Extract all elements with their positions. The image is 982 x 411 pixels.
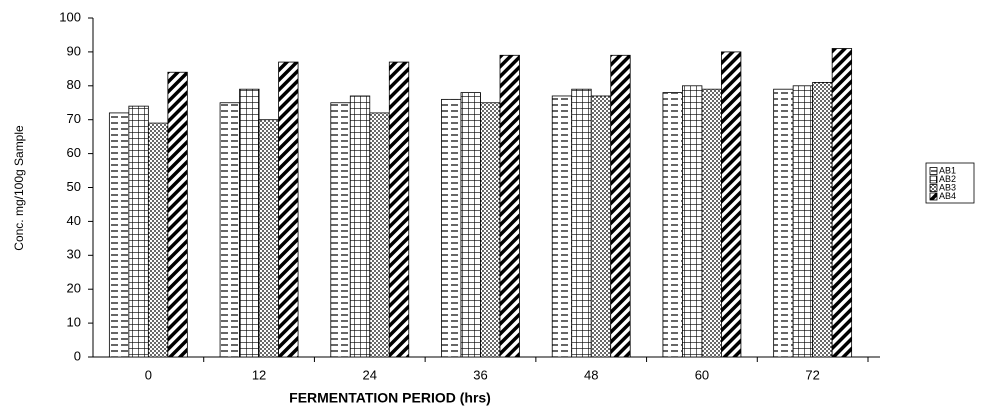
- bar: [792, 85, 814, 358]
- x-tick-label: 0: [145, 367, 152, 382]
- x-tick-label: 72: [805, 367, 819, 382]
- y-tick-label: 30: [67, 247, 81, 262]
- y-tick-label: 0: [74, 348, 81, 363]
- y-tick-label: 20: [67, 281, 81, 296]
- y-tick-label: 100: [59, 9, 81, 24]
- bar: [239, 88, 260, 358]
- bar: [369, 112, 390, 358]
- bar: [147, 122, 169, 358]
- y-tick-label: 40: [67, 213, 81, 228]
- bar: [108, 112, 130, 358]
- x-tick-label: 24: [363, 367, 377, 382]
- bar: [831, 48, 853, 358]
- legend-label: AB3: [939, 182, 956, 192]
- bar: [721, 51, 742, 358]
- legend-swatch: [929, 175, 938, 184]
- x-tick-label: 36: [473, 367, 487, 382]
- bar: [812, 82, 833, 358]
- bar: [682, 85, 703, 358]
- y-tick-label: 50: [67, 179, 81, 194]
- y-tick-label: 10: [67, 315, 81, 330]
- y-tick-label: 60: [67, 145, 81, 160]
- bar: [773, 88, 794, 358]
- bar: [388, 61, 410, 358]
- legend-label: AB4: [939, 191, 956, 201]
- bar: [662, 92, 683, 358]
- legend-swatch: [929, 167, 938, 175]
- legend-swatch: [929, 184, 938, 192]
- bar: [610, 54, 631, 358]
- y-tick-label: 80: [67, 77, 81, 92]
- legend-label: AB1: [939, 165, 956, 175]
- bar: [460, 92, 481, 358]
- legend-label: AB2: [939, 174, 956, 184]
- bar: [258, 119, 279, 358]
- bar: [441, 98, 462, 358]
- bar: [219, 102, 240, 358]
- y-axis-label: Conc. mg/100g Sample: [12, 125, 26, 251]
- bar: [278, 61, 299, 358]
- bar: [590, 95, 612, 358]
- bar: [128, 105, 149, 358]
- x-tick-label: 12: [252, 367, 266, 382]
- bar: [480, 102, 501, 358]
- legend-swatch: [929, 192, 938, 201]
- bar: [499, 54, 520, 358]
- bar: [349, 95, 371, 358]
- bar: [167, 71, 188, 358]
- bar: [701, 88, 722, 358]
- x-tick-label: 60: [695, 367, 709, 382]
- bar: [551, 95, 573, 358]
- y-tick-label: 90: [67, 43, 81, 58]
- bar: [571, 88, 592, 358]
- x-tick-label: 48: [584, 367, 598, 382]
- y-tick-label: 70: [67, 111, 81, 126]
- x-axis-label: FERMENTATION PERIOD (hrs): [289, 390, 491, 406]
- bar: [330, 102, 351, 358]
